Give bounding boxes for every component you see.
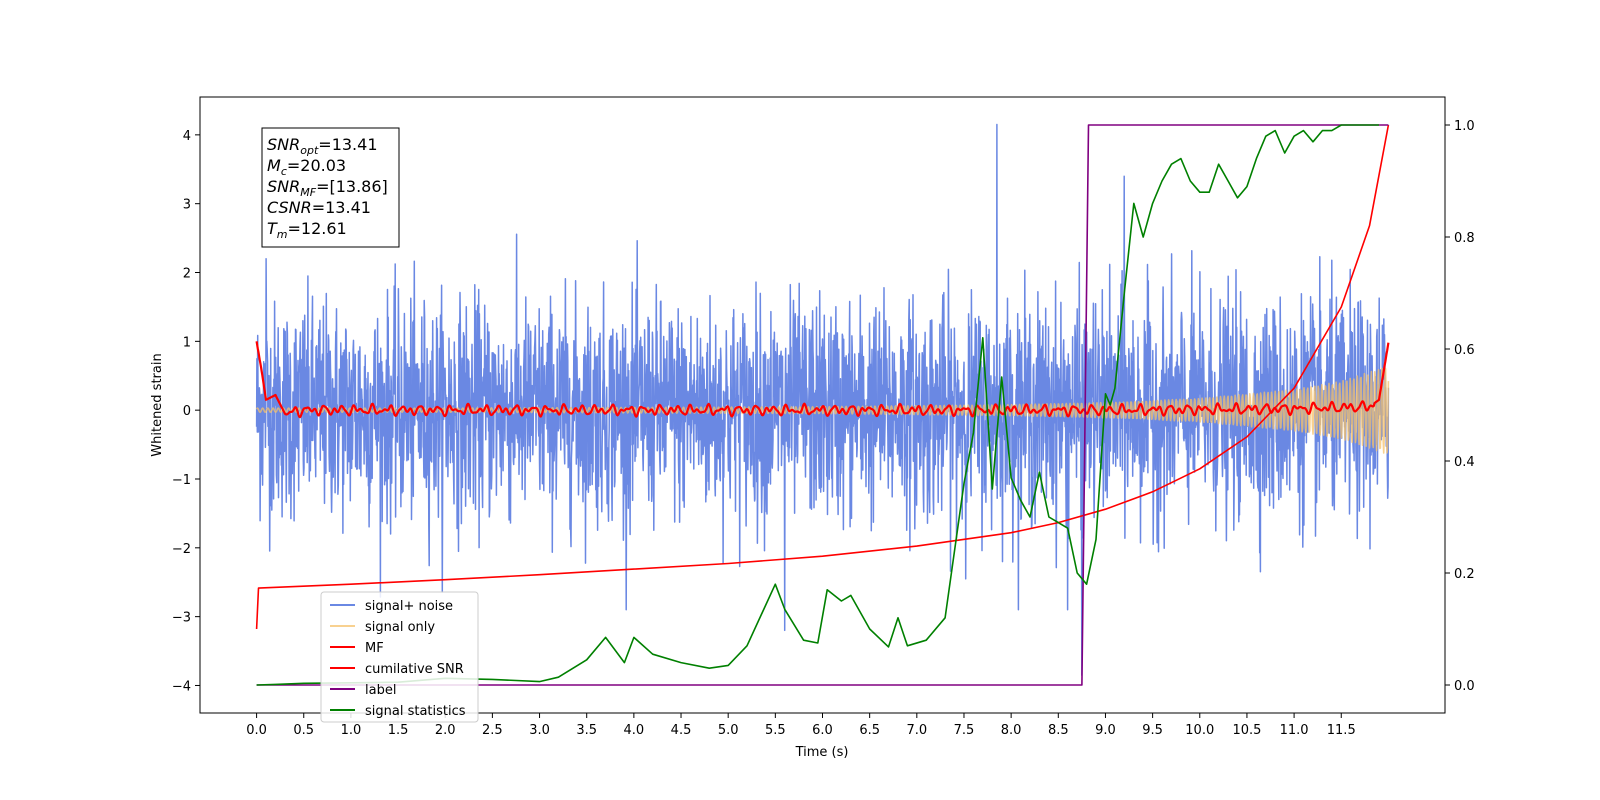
y-tick-label: 3 (183, 198, 191, 213)
x-tick-label: 9.0 (1095, 723, 1116, 738)
legend-entry: MF (365, 641, 384, 656)
annotation-line: SNRMF=[13.86] (267, 177, 388, 199)
x-tick-label: 5.0 (718, 723, 739, 738)
y2-tick-label: 0.8 (1454, 231, 1475, 246)
annotation-lines: SNRopt=13.41Mc=20.03SNRMF=[13.86]CSNR=13… (267, 135, 388, 241)
x-tick-label: 1.0 (341, 723, 362, 738)
x-tick-label: 10.0 (1185, 723, 1214, 738)
legend: signal+ noise signal only MF cumilative SNR… (320, 591, 479, 723)
annotation-line: Tm=12.61 (267, 219, 347, 241)
legend-entry: signal statistics (365, 704, 466, 719)
x-tick-label: 7.5 (954, 723, 975, 738)
x-tick-label: 5.5 (765, 723, 786, 738)
legend-entry: signal+ noise (365, 599, 453, 614)
x-tick-label: 11.0 (1280, 723, 1309, 738)
y-tick-label: −1 (172, 473, 191, 488)
series-line-3 (255, 124, 1390, 630)
x-tick-label: 4.5 (671, 723, 692, 738)
y2-tick-label: 1.0 (1454, 119, 1475, 134)
y2-tick-label: 0.0 (1454, 679, 1475, 694)
x-tick-label: 3.5 (576, 723, 597, 738)
y2-tick-label: 0.6 (1454, 343, 1475, 358)
y2-tick-label: 0.2 (1454, 567, 1475, 582)
y-tick-label: 0 (183, 404, 191, 419)
y-axis-left: −4 −3 −2 −1 0 1 2 3 4 (172, 129, 200, 694)
x-tick-label: 11.5 (1327, 723, 1356, 738)
x-tick-label: 0.5 (293, 723, 314, 738)
annotation-box: SNRopt=13.41Mc=20.03SNRMF=[13.86]CSNR=13… (261, 127, 400, 248)
x-tick-label: 4.0 (624, 723, 645, 738)
y-tick-label: 4 (183, 129, 191, 144)
x-tick-label: 6.0 (812, 723, 833, 738)
legend-entry: cumilative SNR (365, 662, 464, 677)
legend-items: signal+ noise signal only MF cumilative SNR… (330, 599, 466, 719)
y-tick-label: 1 (183, 335, 191, 350)
series-line-1 (255, 367, 1390, 454)
legend-entry: signal only (365, 620, 435, 635)
y-axis-label: Whitened strain (150, 353, 165, 456)
x-axis: 0.0 0.5 1.0 1.5 2.0 2.5 3.0 3.5 4.0 4.5 5.0 5.5 6.0 6… (246, 713, 1356, 738)
series-layer (255, 123, 1390, 686)
x-tick-label: 10.5 (1232, 723, 1261, 738)
x-tick-label: 8.0 (1001, 723, 1022, 738)
annotation-line: CSNR=13.41 (267, 198, 371, 217)
series-line-5 (256, 124, 1379, 686)
series-line-0 (255, 123, 1390, 676)
y-tick-label: −4 (172, 679, 191, 694)
x-tick-label: 3.0 (529, 723, 550, 738)
x-tick-label: 2.5 (482, 723, 503, 738)
annotation-line: Mc=20.03 (267, 156, 346, 178)
x-tick-label: 2.0 (435, 723, 456, 738)
x-tick-label: 1.5 (388, 723, 409, 738)
y-tick-label: 2 (183, 267, 191, 282)
x-tick-label: 0.0 (246, 723, 267, 738)
y-tick-label: −3 (172, 611, 191, 626)
x-axis-label: Time (s) (795, 745, 849, 760)
y-tick-label: −2 (172, 542, 191, 557)
annotation-line: SNRopt=13.41 (267, 135, 378, 157)
y2-tick-label: 0.4 (1454, 455, 1475, 470)
x-tick-label: 7.0 (906, 723, 927, 738)
x-tick-label: 6.5 (859, 723, 880, 738)
series-line-4 (256, 124, 1389, 686)
x-tick-label: 8.5 (1048, 723, 1069, 738)
legend-entry: label (365, 683, 396, 698)
plot-area (199, 96, 1446, 714)
x-tick-label: 9.5 (1142, 723, 1163, 738)
series-line-2 (255, 341, 1390, 419)
y-axis-right: 0.0 0.2 0.4 0.6 0.8 1.0 (1445, 119, 1475, 694)
